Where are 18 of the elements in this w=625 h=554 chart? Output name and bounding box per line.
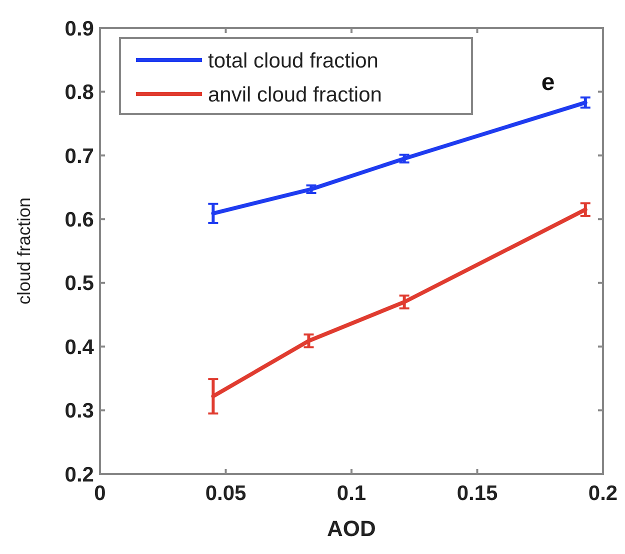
y-axis-title: cloud fraction bbox=[14, 197, 34, 305]
x-tick-label: 0 bbox=[94, 482, 106, 505]
y-tick-label: 0.2 bbox=[64, 463, 94, 486]
annotation: e bbox=[541, 69, 555, 96]
y-tick-label: 0.3 bbox=[64, 400, 94, 423]
y-tick-label: 0.6 bbox=[64, 208, 94, 232]
y-tick-label: 0.9 bbox=[64, 17, 94, 40]
x-tick-label: 0.2 bbox=[588, 482, 618, 505]
x-tick-label: 0.1 bbox=[336, 482, 366, 505]
y-tick-label: 0.8 bbox=[64, 81, 94, 104]
legend-label: anvil cloud fraction bbox=[208, 83, 382, 106]
y-tick-label: 0.4 bbox=[64, 336, 94, 359]
y-tick-label: 0.5 bbox=[64, 272, 94, 296]
x-tick-label: 0.15 bbox=[456, 482, 498, 505]
legend-label: total cloud fraction bbox=[208, 49, 378, 72]
x-axis-title: AOD bbox=[327, 516, 376, 541]
y-tick-label: 0.7 bbox=[64, 144, 94, 168]
x-tick-label: 0.05 bbox=[205, 482, 247, 505]
